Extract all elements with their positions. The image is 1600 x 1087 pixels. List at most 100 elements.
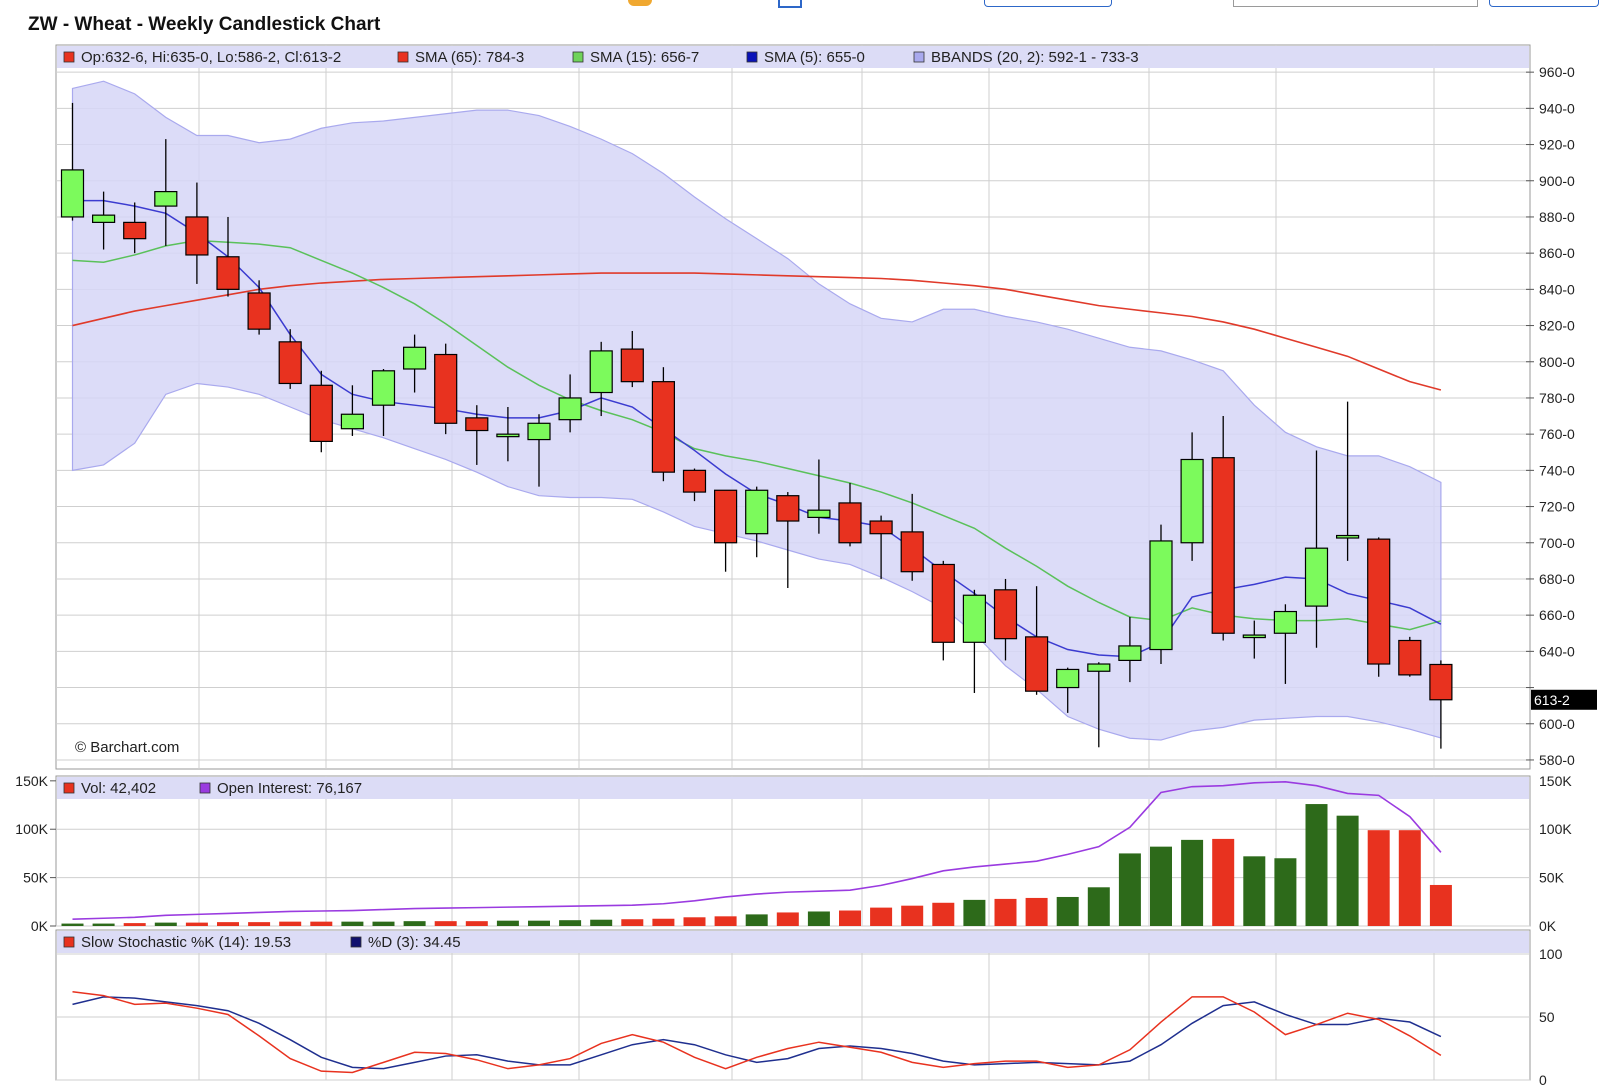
volume-legend-swatch-1	[199, 782, 211, 794]
price-ytick-label-6: 700-0	[1539, 535, 1575, 551]
price-legend-swatch-0	[63, 51, 75, 63]
volume-bar-8	[310, 921, 333, 926]
star-icon[interactable]	[778, 0, 802, 8]
price-ytick-label-12: 820-0	[1539, 318, 1575, 334]
volume-bar-36	[1181, 839, 1204, 926]
chart-title: ZW - Wheat - Weekly Candlestick Chart	[28, 14, 381, 35]
volume-bar-0	[61, 923, 84, 926]
stoch-ytick-label-0: 0	[1539, 1072, 1547, 1087]
candle-body-41	[1335, 534, 1360, 539]
volume-bar-10	[372, 921, 395, 926]
price-legend-label-0: Op:632-6, Hi:635-0, Lo:586-2, Cl:613-2	[81, 49, 341, 66]
candle-body-6	[247, 292, 271, 330]
price-legend-swatch-2	[572, 51, 584, 63]
volume-bar-29	[963, 899, 986, 926]
candle-body-2	[123, 221, 147, 240]
sma65-line	[72, 272, 1442, 391]
volume-bar-31	[1025, 897, 1048, 926]
price-ytick-label-18: 940-0	[1539, 100, 1575, 116]
volume-bar-3	[154, 922, 177, 926]
volume-bar-18	[621, 919, 644, 926]
volume-bar-17	[590, 919, 613, 926]
volume-bar-5	[217, 922, 239, 926]
volume-bar-4	[185, 922, 208, 926]
candle-body-43	[1398, 639, 1422, 676]
watermark: © Barchart.com	[75, 739, 179, 756]
toolbar-select[interactable]	[1233, 0, 1478, 7]
price-panel: 580-0 600-0 640-0 660-0 680-0 700-0 720-0 740-0…	[55, 44, 1597, 770]
volume-ytick-label-1: 50K	[1539, 870, 1565, 886]
volume-bar-44	[1429, 884, 1452, 926]
volume-bar-11	[403, 921, 426, 926]
volume-bar-30	[994, 898, 1017, 926]
price-ytick-label-19: 960-0	[1539, 64, 1575, 80]
volume-bar-26	[870, 907, 893, 926]
volume-bar-40	[1305, 804, 1328, 926]
price-legend-bg	[57, 46, 1529, 68]
volume-bar-19	[652, 918, 675, 926]
candle-body-14	[496, 433, 520, 438]
volume-left-label-3: 150K	[15, 773, 48, 789]
candle-body-23	[776, 495, 800, 522]
candle-body-17	[589, 350, 613, 394]
volume-bar-21	[714, 916, 737, 926]
partial-icon-orange	[628, 0, 652, 6]
price-ytick-label-3: 640-0	[1539, 643, 1575, 659]
volume-bar-20	[683, 917, 706, 926]
candle-body-32	[1056, 668, 1080, 689]
price-legend-swatch-1	[397, 51, 409, 63]
volume-legend-swatch-0	[63, 782, 75, 794]
volume-bar-1	[92, 923, 115, 926]
volume-bar-33	[1087, 887, 1110, 926]
volume-bar-43	[1398, 830, 1421, 926]
candle-body-25	[838, 502, 862, 544]
open-interest-line	[72, 781, 1442, 921]
candle-body-12	[434, 353, 458, 424]
price-legend-label-3: SMA (5): 655-0	[764, 49, 865, 66]
price-ytick-label-1: 600-0	[1539, 716, 1575, 732]
candle-body-29	[962, 594, 987, 643]
volume-bar-12	[434, 921, 457, 926]
volume-legend-label-0: Vol: 42,402	[81, 780, 156, 797]
candle-body-38	[1242, 634, 1266, 639]
candle-body-7	[278, 341, 302, 385]
candle-body-30	[993, 589, 1018, 640]
toolbar-button[interactable]	[984, 0, 1112, 7]
volume-bar-35	[1150, 846, 1172, 926]
volume-legend-label-1: Open Interest: 76,167	[217, 780, 362, 797]
candle-body-27	[900, 531, 924, 573]
price-ytick-label-13: 840-0	[1539, 281, 1575, 297]
stoch-legend-swatch-1	[350, 936, 362, 948]
price-legend-swatch-4	[913, 51, 925, 63]
price-ytick-label-10: 780-0	[1539, 390, 1575, 406]
volume-bar-37	[1212, 838, 1235, 926]
volume-bar-14	[496, 920, 519, 926]
candle-body-9	[340, 413, 364, 430]
stoch-k-line	[72, 991, 1442, 1074]
candle-body-36	[1180, 458, 1204, 544]
candle-body-39	[1273, 610, 1298, 634]
stoch-legend-label-0: Slow Stochastic %K (14): 19.53	[81, 934, 291, 951]
volume-bar-9	[341, 921, 364, 926]
price-ytick-label-14: 860-0	[1539, 245, 1575, 261]
volume-ytick-label-0: 0K	[1539, 918, 1557, 934]
price-ytick-label-17: 920-0	[1539, 137, 1575, 153]
candle-body-21	[713, 489, 738, 544]
candle-body-34	[1118, 645, 1142, 661]
candle-body-16	[558, 397, 582, 421]
toolbar-button-right[interactable]	[1489, 0, 1599, 7]
volume-bar-42	[1367, 830, 1390, 926]
stoch-d-line	[72, 996, 1442, 1070]
candle-body-24	[807, 509, 831, 519]
candle-body-28	[931, 563, 955, 643]
volume-bar-41	[1336, 815, 1359, 926]
volume-bar-6	[248, 922, 271, 926]
price-legend-label-2: SMA (15): 656-7	[590, 49, 699, 66]
candle-body-15	[527, 422, 551, 441]
candle-body-5	[216, 256, 240, 290]
volume-bar-34	[1118, 853, 1141, 926]
volume-bar-27	[901, 905, 924, 926]
volume-bar-39	[1274, 858, 1297, 926]
candle-body-10	[371, 370, 396, 406]
